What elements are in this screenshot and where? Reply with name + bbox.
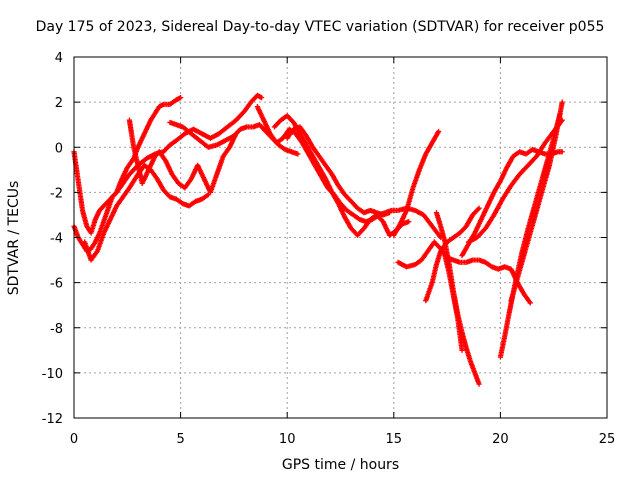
series-arc-5 — [167, 119, 301, 157]
x-tick-label: 10 — [279, 432, 296, 447]
y-tick-label: 4 — [55, 51, 63, 66]
x-axis-label: GPS time / hours — [281, 457, 400, 473]
axes: 0 5 10 15 20 25 -12 -10 -8 -6 -4 -2 0 2 4 — [42, 51, 616, 447]
series-arc-8 — [284, 124, 393, 218]
x-tick-label: 20 — [492, 432, 509, 447]
series-arc-3 — [82, 162, 211, 263]
data-point — [559, 149, 565, 155]
data-point — [476, 205, 482, 211]
y-tick-label: -4 — [50, 232, 63, 247]
series-arc-17 — [508, 99, 565, 304]
data-point — [295, 151, 301, 157]
data-point — [476, 381, 482, 387]
y-tick-label: -2 — [50, 186, 63, 201]
series-arc-7 — [271, 113, 412, 238]
data-point — [559, 99, 565, 105]
data-point — [527, 300, 533, 306]
data-point — [259, 95, 265, 101]
y-tick-label: -12 — [42, 412, 63, 427]
data-point — [435, 128, 442, 135]
x-tick-label: 25 — [599, 432, 616, 447]
y-tick-label: -6 — [50, 277, 63, 292]
x-tick-label: 0 — [70, 432, 78, 447]
data-point — [386, 210, 393, 216]
series-arc-6 — [254, 104, 444, 241]
series-arc-14 — [459, 146, 565, 259]
data-point — [178, 95, 184, 101]
series-arc-15 — [465, 117, 565, 245]
data-point — [459, 347, 465, 353]
chart-title: Day 175 of 2023, Sidereal Day-to-day VTE… — [35, 19, 605, 35]
series-arc-10 — [391, 128, 442, 238]
series-arc-11 — [423, 205, 482, 304]
y-tick-label: 0 — [55, 141, 63, 156]
data-series — [71, 92, 565, 387]
x-tick-label: 15 — [386, 432, 403, 447]
y-tick-label: -10 — [42, 367, 63, 382]
series-arc-13 — [442, 252, 465, 353]
y-tick-label: -8 — [50, 322, 63, 337]
data-point — [406, 219, 412, 225]
plot-frame — [73, 56, 608, 419]
y-tick-label: 2 — [55, 96, 63, 111]
x-tick-label: 5 — [176, 432, 184, 447]
